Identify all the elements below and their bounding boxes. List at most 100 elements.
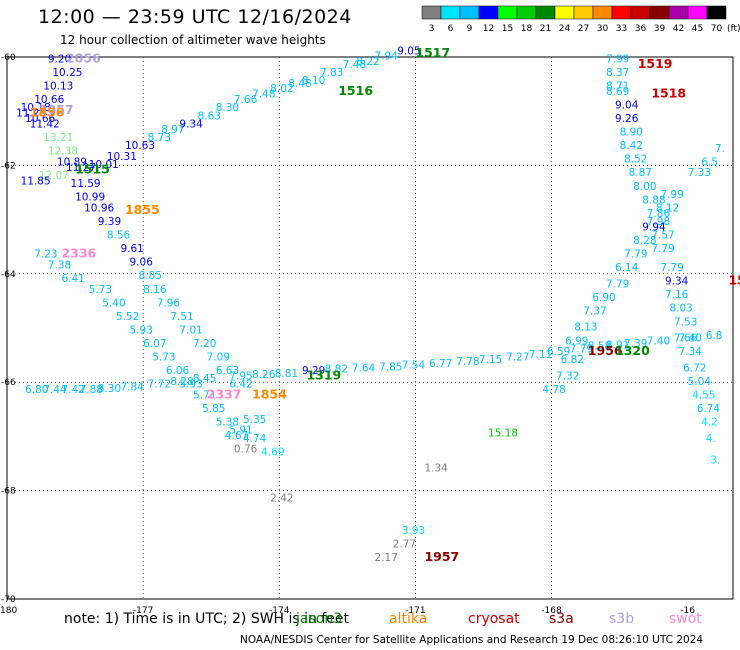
wave-height-value: 9.61 [120, 243, 143, 255]
satellite-cryosat: cryosat [468, 611, 520, 627]
wave-height-value: 9.06 [130, 257, 154, 269]
legend-tick: 36 [635, 24, 647, 34]
page-subtitle: 12 hour collection of altimeter wave hei… [60, 33, 326, 47]
track-number-label: 1854 [252, 386, 287, 401]
wave-height-value: 8.90 [620, 127, 643, 139]
wave-height-value: 4.2 [701, 417, 718, 429]
wave-height-value: 10.25 [52, 67, 82, 79]
wave-height-value: 5.38 [216, 417, 239, 429]
y-tick-label: -60 [1, 53, 16, 63]
page-title: 12:00 — 23:59 UTC 12/16/2024 [38, 6, 352, 28]
wave-height-value: 8.91 [606, 340, 629, 352]
legend-tick: 9 [467, 24, 473, 34]
wave-height-value: 10.31 [107, 151, 137, 163]
y-tick-label: -68 [1, 487, 16, 497]
wave-height-value: 11.27 [66, 162, 96, 174]
legend-swatch [554, 5, 575, 20]
wave-height-value: 6.72 [683, 362, 706, 374]
legend-swatch [649, 5, 670, 20]
wave-height-value: 10.66 [25, 113, 55, 125]
wave-height-value: 8.03 [669, 303, 692, 315]
wave-height-value: 10.63 [125, 140, 155, 152]
legend-tick: 70 [711, 24, 723, 34]
legend-swatch [706, 5, 727, 20]
wave-height-value: 4.55 [692, 389, 715, 401]
wave-height-value: 7.95 [229, 370, 252, 382]
wave-height-value: 10.13 [43, 81, 73, 93]
wave-height-value: 9.04 [615, 99, 639, 111]
plot-border [6, 56, 734, 600]
wave-height-value: 8.00 [633, 181, 656, 193]
wave-height-value: 6.41 [61, 273, 84, 285]
wave-height-value: 6.14 [615, 262, 639, 274]
wave-height-value: 10.99 [75, 192, 105, 204]
legend-tick: 21 [540, 24, 551, 34]
map-frame [6, 56, 734, 600]
wave-height-value: 7.64 [352, 362, 376, 374]
wave-height-value: 7.37 [583, 305, 606, 317]
wave-height-value: 7.39 [624, 338, 647, 350]
legend-swatch [535, 5, 556, 20]
legend-swatch [668, 5, 689, 20]
footer-credit: NOAA/NESDIS Center for Satellite Applica… [240, 634, 704, 646]
track-number-label: 2336 [61, 246, 96, 261]
y-tick-label: -64 [1, 270, 16, 280]
wave-height-value: 7.40 [679, 333, 702, 345]
legend-swatch [687, 5, 708, 20]
wave-height-value: 6.06 [166, 365, 190, 377]
wave-height-value: 7.96 [157, 297, 181, 309]
wave-height-value: 4.69 [261, 446, 284, 458]
wave-height-value: 8.26 [252, 369, 276, 381]
wave-height-value: 6.99 [565, 335, 588, 347]
wave-height-value: 7.84 [120, 381, 144, 393]
wave-height-value: 6.82 [561, 354, 584, 366]
x-tick-label: -177 [133, 606, 153, 616]
legend-tick: 12 [483, 24, 494, 34]
legend-swatch [440, 5, 461, 20]
track-number-label: 15 [728, 273, 740, 288]
note-text: note: 1) Time is in UTC; 2) SWH is in fe… [64, 611, 350, 627]
wave-height-value: 7.20 [193, 338, 216, 350]
wave-height-value: 12.38 [48, 146, 78, 158]
x-tick-label: -16 [680, 606, 695, 616]
legend-tick: 18 [521, 24, 533, 34]
wave-height-value: 5.04 [688, 376, 712, 388]
wave-height-value: 13.21 [43, 132, 73, 144]
wave-height-value: 8.87 [629, 167, 652, 179]
wave-height-value: 7. [715, 143, 725, 155]
wave-height-value: 9.20 [48, 53, 71, 65]
wave-height-value: 6.80 [25, 384, 48, 396]
track-number-label: 2057 [39, 102, 74, 117]
wave-height-value: 5.93 [179, 379, 202, 391]
wave-height-value: 6.59 [547, 346, 570, 358]
wave-height-value: 8.52 [624, 154, 647, 166]
wave-height-value: 5.93 [130, 324, 153, 336]
wave-height-value: 7.44 [43, 384, 67, 396]
wave-height-value: 3. [710, 455, 720, 467]
legend-swatch [573, 5, 594, 20]
legend-swatch [497, 5, 518, 20]
x-tick-label: -174 [269, 606, 290, 616]
wave-height-value: 8.82 [325, 363, 348, 375]
track-number-label: 1518 [651, 86, 686, 101]
legend-swatch [478, 5, 499, 20]
wave-height-value: 7.88 [80, 384, 103, 396]
wave-height-value: 5.35 [243, 414, 266, 426]
wave-height-value: 7.15 [479, 354, 502, 366]
wave-height-value: 9.39 [98, 216, 121, 228]
wave-height-value: 6.42 [229, 379, 252, 391]
wave-height-value: 8.12 [656, 202, 679, 214]
satellite-swot: swot [669, 611, 702, 627]
legend-tick: 39 [654, 24, 666, 34]
wave-height-value: 8.63 [198, 110, 221, 122]
wave-height-value: 7.01 [179, 324, 202, 336]
wave-height-value: 7.79 [570, 343, 593, 355]
wave-height-points: 9.2010.2510.1310.6610.1811.2310.6611.421… [16, 45, 725, 564]
wave-height-value: 7.79 [660, 262, 683, 274]
wave-height-value: 8.30 [216, 102, 239, 114]
wave-height-value: 7.79 [651, 243, 674, 255]
wave-height-value: 7.78 [456, 356, 479, 368]
wave-height-value: 7.83 [320, 67, 343, 79]
grid-lines [7, 57, 733, 599]
y-tick-label: -66 [1, 378, 16, 388]
